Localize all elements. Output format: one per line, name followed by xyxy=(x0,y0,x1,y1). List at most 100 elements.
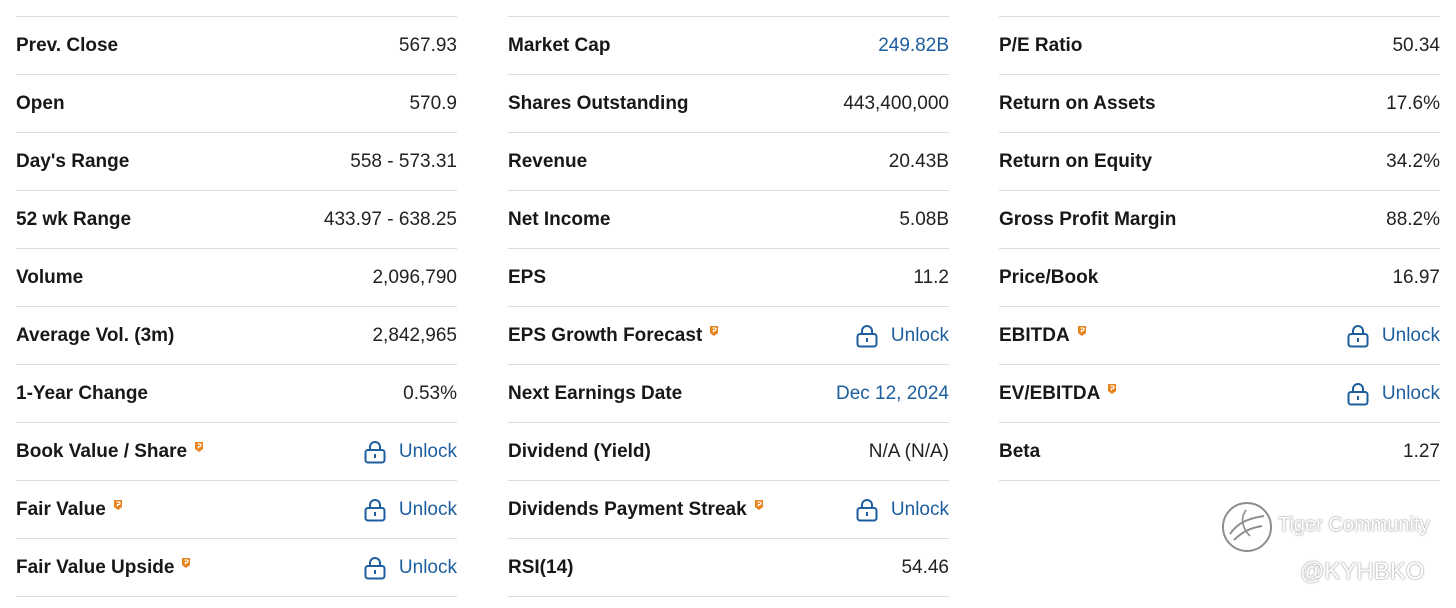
stat-row-return-on-equity: Return on Equity 34.2% xyxy=(999,132,1440,190)
stat-value: 50.34 xyxy=(1392,34,1440,56)
stat-label: Average Vol. (3m) xyxy=(16,324,175,346)
stat-row-ebitda: EBITDA Unlock xyxy=(999,306,1440,364)
pro-badge-icon xyxy=(1077,325,1086,336)
stat-row-fair-value-upside: Fair Value Upside Unlock xyxy=(16,538,457,597)
stat-label: 52 wk Range xyxy=(16,208,132,230)
stat-value: 443,400,000 xyxy=(843,92,949,114)
lock-icon xyxy=(856,324,878,347)
stat-value: 558 - 573.31 xyxy=(350,150,457,172)
stat-row-eps: EPS 11.2 xyxy=(508,248,949,306)
stat-value: 16.97 xyxy=(1392,266,1440,288)
stat-row-return-on-assets: Return on Assets 17.6% xyxy=(999,74,1440,132)
stat-value: N/A (N/A) xyxy=(868,440,949,462)
stat-label: Volume xyxy=(16,266,84,288)
pro-badge-icon xyxy=(710,325,719,336)
unlock-button[interactable]: Unlock xyxy=(364,498,457,522)
stat-row-fair-value: Fair Value Unlock xyxy=(16,480,457,538)
unlock-button[interactable]: Unlock xyxy=(1347,382,1440,406)
unlock-button[interactable]: Unlock xyxy=(856,324,949,348)
stat-label: Net Income xyxy=(508,208,611,230)
tiger-community-logo-icon xyxy=(1222,502,1272,552)
unlock-label: Unlock xyxy=(398,498,457,520)
stat-label: RSI(14) xyxy=(508,556,574,578)
watermark-brand: Tiger Community xyxy=(1278,514,1430,536)
stat-row-next-earnings-date: Next Earnings Date Dec 12, 2024 xyxy=(508,364,949,422)
stat-value: 20.43B xyxy=(888,150,949,172)
stat-label: Fair Value Upside xyxy=(16,557,191,579)
stat-label: Next Earnings Date xyxy=(508,382,683,404)
stat-label: Open xyxy=(16,92,65,114)
unlock-label: Unlock xyxy=(398,440,457,462)
stat-label: Book Value / Share xyxy=(16,441,204,463)
stat-label: EPS Growth Forecast xyxy=(508,325,719,347)
unlock-label: Unlock xyxy=(890,498,949,520)
stat-row-average-volume: Average Vol. (3m) 2,842,965 xyxy=(16,306,457,364)
stat-label: Prev. Close xyxy=(16,34,119,56)
unlock-label: Unlock xyxy=(1381,382,1440,404)
pro-badge-icon xyxy=(113,499,122,510)
stat-label: Dividend (Yield) xyxy=(508,440,651,462)
stat-row-eps-growth-forecast: EPS Growth Forecast Unlock xyxy=(508,306,949,364)
stat-row-net-income: Net Income 5.08B xyxy=(508,190,949,248)
stat-label: Return on Assets xyxy=(999,92,1156,114)
unlock-button[interactable]: Unlock xyxy=(364,440,457,464)
stat-label-text: EBITDA xyxy=(999,324,1070,346)
stat-label: EPS xyxy=(508,266,547,288)
stat-label: EV/EBITDA xyxy=(999,383,1117,405)
next-earnings-date-link[interactable]: Dec 12, 2024 xyxy=(835,382,949,404)
stat-value: 2,842,965 xyxy=(372,324,457,346)
market-cap-link[interactable]: 249.82B xyxy=(878,34,949,56)
stat-row-revenue: Revenue 20.43B xyxy=(508,132,949,190)
stat-row-ev-ebitda: EV/EBITDA Unlock xyxy=(999,364,1440,422)
stat-row-shares-outstanding: Shares Outstanding 443,400,000 xyxy=(508,74,949,132)
stat-row-market-cap: Market Cap 249.82B xyxy=(508,16,949,74)
stats-column-2: Market Cap 249.82B Shares Outstanding 44… xyxy=(508,16,949,597)
stat-label-text: EPS Growth Forecast xyxy=(508,324,703,346)
stat-label: Price/Book xyxy=(999,266,1099,288)
stat-value: 54.46 xyxy=(901,556,949,578)
stat-label: Fair Value xyxy=(16,499,123,521)
stat-label: Shares Outstanding xyxy=(508,92,689,114)
unlock-button[interactable]: Unlock xyxy=(1347,324,1440,348)
stat-row-days-range: Day's Range 558 - 573.31 xyxy=(16,132,457,190)
stats-column-1: Prev. Close 567.93 Open 570.9 Day's Rang… xyxy=(16,16,457,597)
stat-label-text: Book Value / Share xyxy=(16,440,188,462)
lock-icon xyxy=(364,440,386,463)
stat-value: 433.97 - 638.25 xyxy=(323,208,457,230)
lock-icon xyxy=(364,556,386,579)
unlock-button[interactable]: Unlock xyxy=(856,498,949,522)
stat-label-text: EV/EBITDA xyxy=(999,382,1101,404)
stat-label: Revenue xyxy=(508,150,588,172)
stat-row-52wk-range: 52 wk Range 433.97 - 638.25 xyxy=(16,190,457,248)
stat-label: Dividends Payment Streak xyxy=(508,499,764,521)
stat-row-gross-profit-margin: Gross Profit Margin 88.2% xyxy=(999,190,1440,248)
stat-label: Beta xyxy=(999,440,1041,462)
pro-badge-icon xyxy=(754,499,763,510)
stat-row-beta: Beta 1.27 xyxy=(999,422,1440,481)
stat-row-dividends-payment-streak: Dividends Payment Streak Unlock xyxy=(508,480,949,538)
stat-value: 34.2% xyxy=(1386,150,1440,172)
stat-label-text: Fair Value xyxy=(16,498,106,520)
stat-value: 1.27 xyxy=(1403,440,1440,462)
stat-label: Return on Equity xyxy=(999,150,1153,172)
unlock-label: Unlock xyxy=(1381,324,1440,346)
unlock-button[interactable]: Unlock xyxy=(364,556,457,580)
stat-label: Market Cap xyxy=(508,34,611,56)
pro-badge-icon xyxy=(1108,383,1117,394)
stat-value: 88.2% xyxy=(1386,208,1440,230)
stat-row-1-year-change: 1-Year Change 0.53% xyxy=(16,364,457,422)
lock-icon xyxy=(1347,324,1369,347)
stat-label: Gross Profit Margin xyxy=(999,208,1177,230)
stat-label-text: Dividends Payment Streak xyxy=(508,498,747,520)
stat-value: 11.2 xyxy=(913,266,949,288)
stat-row-dividend-yield: Dividend (Yield) N/A (N/A) xyxy=(508,422,949,480)
lock-icon xyxy=(1347,382,1369,405)
stat-value: 0.53% xyxy=(403,382,457,404)
stat-value: 5.08B xyxy=(899,208,949,230)
pro-badge-icon xyxy=(182,557,191,568)
stat-value: 17.6% xyxy=(1386,92,1440,114)
stat-row-rsi-14: RSI(14) 54.46 xyxy=(508,538,949,597)
pro-badge-icon xyxy=(195,441,204,452)
stat-label: 1-Year Change xyxy=(16,382,148,404)
lock-icon xyxy=(364,498,386,521)
